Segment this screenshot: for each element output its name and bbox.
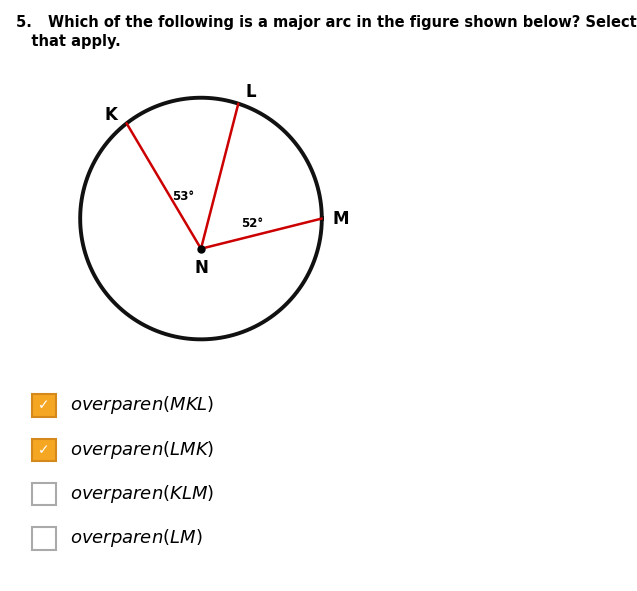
- Text: that apply.: that apply.: [16, 34, 120, 48]
- Text: L: L: [245, 83, 255, 100]
- Text: ✓: ✓: [38, 398, 50, 413]
- Text: 5.: 5.: [16, 15, 37, 30]
- Text: $\mathit{overparen(KLM)}$: $\mathit{overparen(KLM)}$: [70, 483, 215, 505]
- Text: $\mathit{overparen(LM)}$: $\mathit{overparen(LM)}$: [70, 527, 203, 550]
- Text: Which of the following is a major arc in the figure shown below? Select all: Which of the following is a major arc in…: [48, 15, 637, 30]
- Text: ✓: ✓: [38, 443, 50, 457]
- Text: K: K: [104, 106, 117, 124]
- Text: M: M: [333, 210, 349, 228]
- Text: 53°: 53°: [172, 190, 194, 203]
- Text: $\mathit{overparen(LMK)}$: $\mathit{overparen(LMK)}$: [70, 439, 215, 461]
- Text: 52°: 52°: [241, 217, 263, 230]
- Text: N: N: [194, 259, 208, 277]
- Text: $\mathit{overparen(MKL)}$: $\mathit{overparen(MKL)}$: [70, 394, 215, 417]
